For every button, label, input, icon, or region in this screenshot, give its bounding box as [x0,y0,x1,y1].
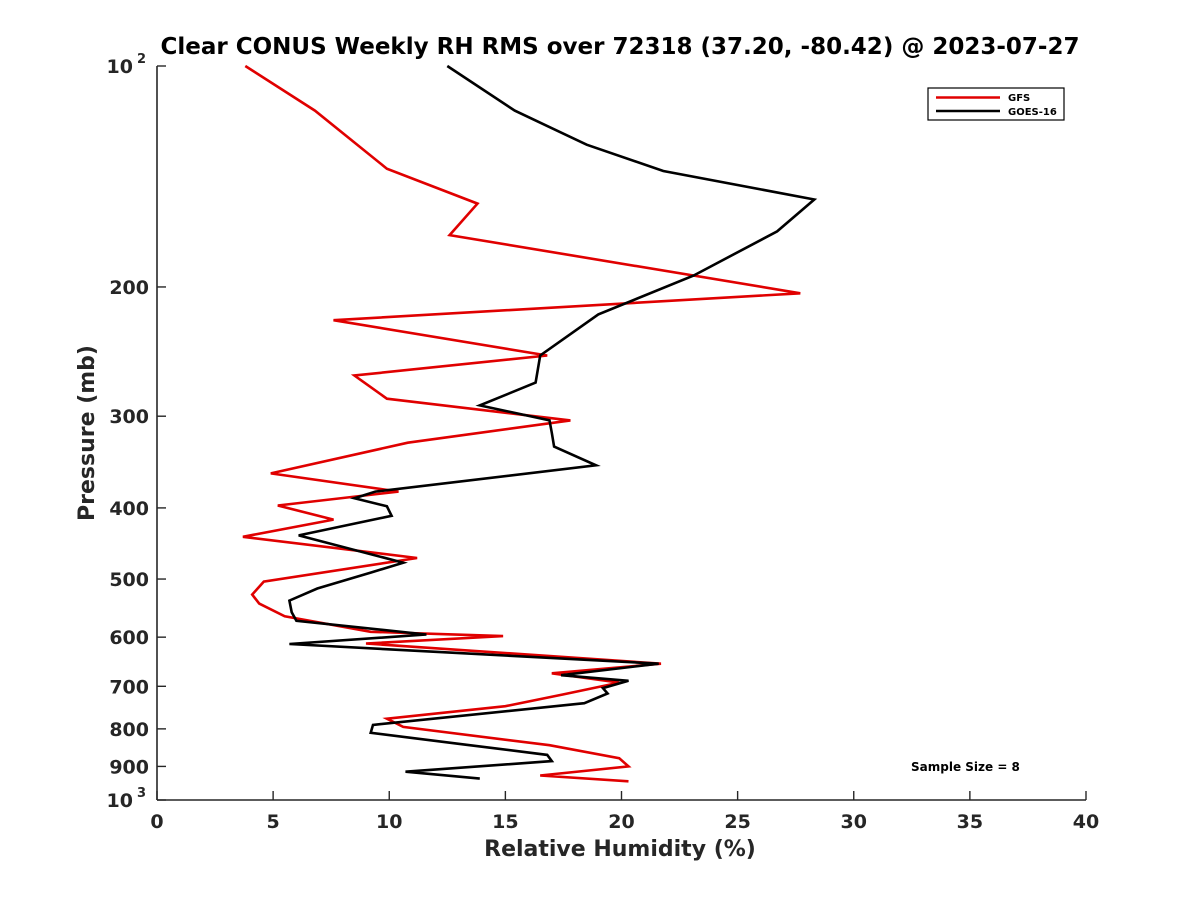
series-line-gfs [242,64,801,783]
x-tick-label: 0 [150,811,163,833]
y-tick-label: 900 [109,756,149,778]
y-tick-label: 600 [109,627,149,649]
y-tick-label: 10 [107,790,133,812]
y-axis-label: Pressure (mb) [75,345,100,521]
y-tick-label: 400 [109,498,149,520]
x-tick-label: 20 [608,811,634,833]
sample-size-annotation: Sample Size = 8 [911,760,1020,774]
y-tick-label: 500 [109,569,149,591]
legend-label-gfs: GFS [1008,93,1030,104]
y-tick-label: 300 [109,406,149,428]
axes-layer: 0 5 10 15 20 25 30 35 40 10 2 200 300 400 500 600 700 800… [107,52,1100,833]
legend: GFS GOES-16 [927,87,1065,121]
x-tick-label: 10 [376,811,402,833]
y-tick-label: 800 [109,719,149,741]
series-layer [242,64,818,783]
y-tick-label: 700 [109,676,149,698]
y-tick-label: 200 [109,277,149,299]
x-tick-label: 15 [492,811,518,833]
series-line-goes16 [287,64,818,780]
legend-label-goes16: GOES-16 [1008,107,1057,118]
x-tick-label: 30 [841,811,867,833]
legend-box [927,87,1065,121]
x-tick-label: 5 [267,811,280,833]
y-tick-label: 10 [107,56,133,78]
y-tick-exponent: 2 [137,52,146,67]
x-tick-label: 35 [957,811,983,833]
chart-title: Clear CONUS Weekly RH RMS over 72318 (37… [161,34,1080,60]
x-tick-label: 25 [724,811,750,833]
x-tick-label: 40 [1073,811,1099,833]
x-axis-label: Relative Humidity (%) [484,837,756,862]
y-tick-exponent: 3 [137,786,146,801]
